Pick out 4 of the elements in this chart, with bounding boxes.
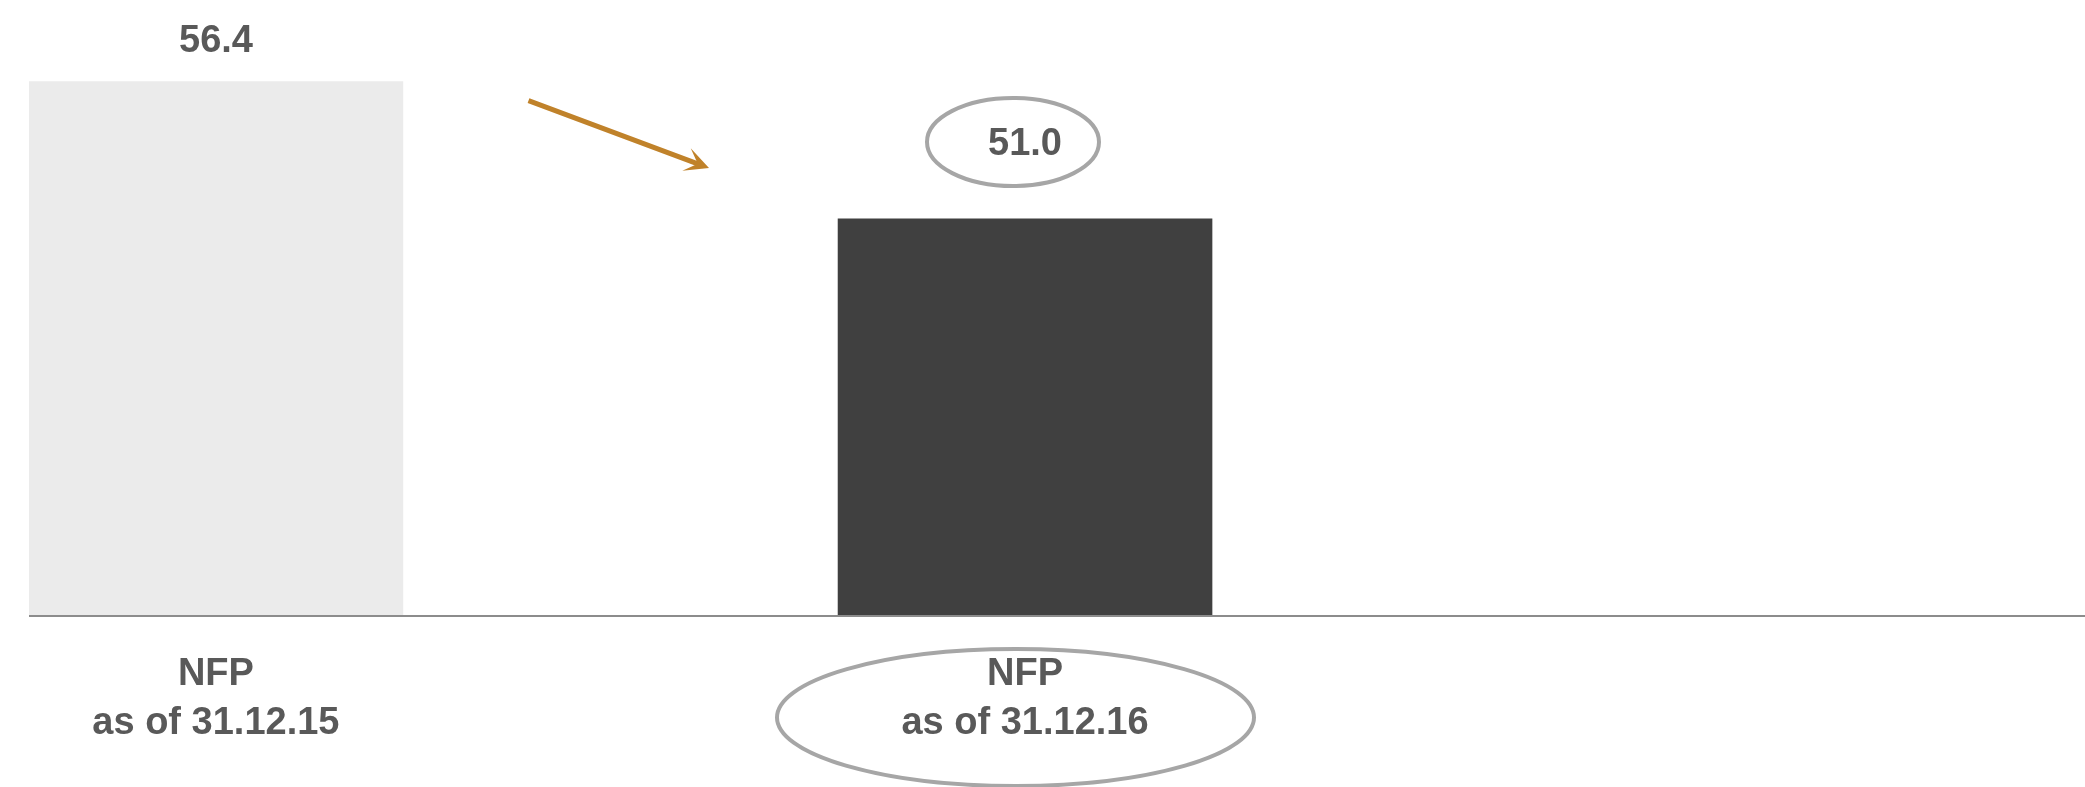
- data-label: 51.0: [988, 121, 1062, 163]
- data-label: 56.4: [179, 18, 253, 60]
- x-tick-label: NFP as of 31.12.15: [92, 650, 340, 742]
- x-tick-label: NFP as of 31.12.16: [901, 650, 1149, 742]
